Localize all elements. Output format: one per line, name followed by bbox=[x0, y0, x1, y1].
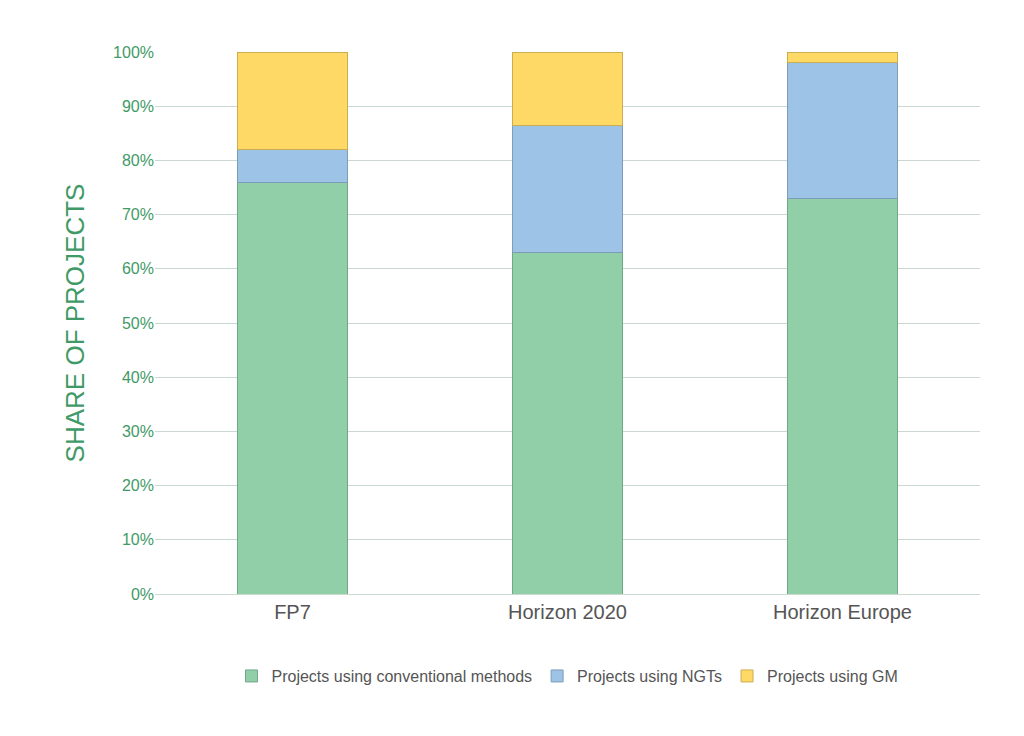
svg-text:Horizon 2020: Horizon 2020 bbox=[508, 601, 627, 623]
svg-text:80%: 80% bbox=[122, 152, 154, 169]
svg-text:10%: 10% bbox=[122, 531, 154, 548]
svg-text:60%: 60% bbox=[122, 260, 154, 277]
svg-text:30%: 30% bbox=[122, 423, 154, 440]
svg-text:40%: 40% bbox=[122, 369, 154, 386]
svg-text:50%: 50% bbox=[122, 315, 154, 332]
svg-text:Projects using conventional me: Projects using conventional methods bbox=[272, 668, 533, 685]
svg-text:Horizon Europe: Horizon Europe bbox=[773, 601, 912, 623]
svg-text:100%: 100% bbox=[113, 44, 154, 61]
svg-text:70%: 70% bbox=[122, 206, 154, 223]
svg-text:FP7: FP7 bbox=[274, 601, 311, 623]
svg-text:SHARE OF PROJECTS: SHARE OF PROJECTS bbox=[60, 184, 90, 463]
svg-text:20%: 20% bbox=[122, 477, 154, 494]
svg-text:90%: 90% bbox=[122, 98, 154, 115]
svg-text:Projects using NGTs: Projects using NGTs bbox=[577, 668, 722, 685]
svg-text:0%: 0% bbox=[131, 586, 154, 603]
svg-text:Projects using GM: Projects using GM bbox=[767, 668, 898, 685]
